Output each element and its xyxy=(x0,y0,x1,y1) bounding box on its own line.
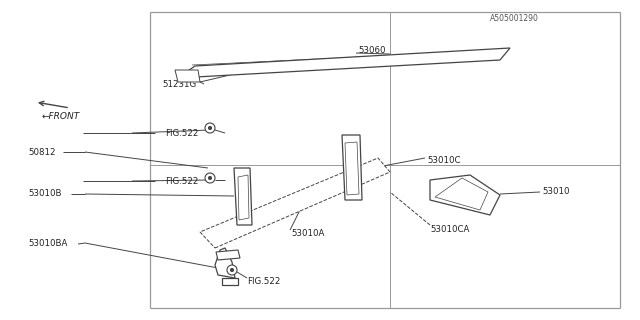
Text: FIG.522: FIG.522 xyxy=(247,276,280,285)
Polygon shape xyxy=(238,175,249,220)
Text: FIG.522: FIG.522 xyxy=(165,177,198,186)
Text: ←FRONT: ←FRONT xyxy=(42,111,80,121)
Text: 53060: 53060 xyxy=(358,45,385,54)
Text: 53010BA: 53010BA xyxy=(28,239,67,249)
Text: A505001290: A505001290 xyxy=(490,13,539,22)
Polygon shape xyxy=(175,70,200,82)
Text: 53010A: 53010A xyxy=(291,229,324,238)
Polygon shape xyxy=(222,278,238,285)
Text: FIG.522: FIG.522 xyxy=(165,129,198,138)
Text: 53010CA: 53010CA xyxy=(430,225,469,234)
Polygon shape xyxy=(430,175,500,215)
Polygon shape xyxy=(216,250,240,260)
Text: 53010: 53010 xyxy=(542,188,570,196)
Circle shape xyxy=(209,126,211,130)
Text: 53010B: 53010B xyxy=(28,189,61,198)
Polygon shape xyxy=(342,135,362,200)
Polygon shape xyxy=(215,248,235,278)
Circle shape xyxy=(230,268,234,271)
Text: 50812: 50812 xyxy=(28,148,56,156)
Polygon shape xyxy=(345,142,359,195)
Circle shape xyxy=(205,173,215,183)
Polygon shape xyxy=(234,168,252,225)
Polygon shape xyxy=(435,178,488,210)
Text: 53010C: 53010C xyxy=(427,156,461,164)
Polygon shape xyxy=(178,48,510,78)
Text: 51231G: 51231G xyxy=(162,79,196,89)
Circle shape xyxy=(227,265,237,275)
Circle shape xyxy=(205,123,215,133)
Polygon shape xyxy=(200,158,390,248)
Circle shape xyxy=(209,177,211,180)
